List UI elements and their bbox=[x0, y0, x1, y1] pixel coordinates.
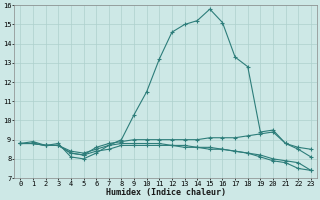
X-axis label: Humidex (Indice chaleur): Humidex (Indice chaleur) bbox=[106, 188, 226, 197]
